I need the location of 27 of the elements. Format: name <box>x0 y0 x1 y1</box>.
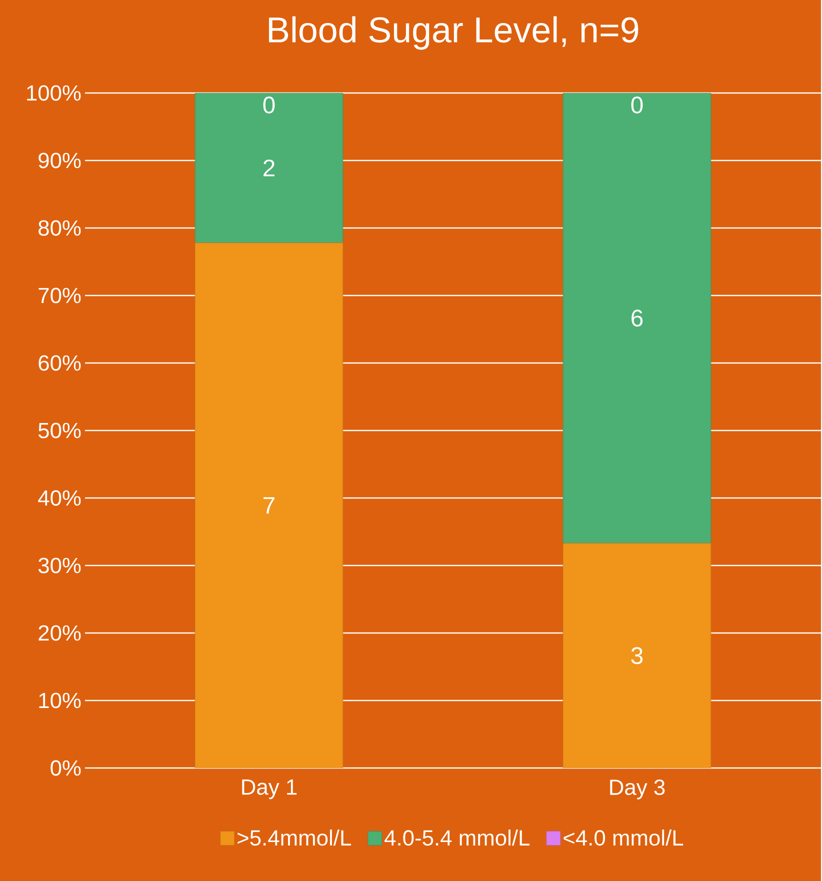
y-tick-label: 30% <box>38 558 81 574</box>
annotation: 6 <box>632 310 643 327</box>
y-tick-label: 90% <box>38 152 81 168</box>
legend-label: >5.4mmol/L <box>238 830 352 846</box>
y-tick-label: 40% <box>38 490 81 506</box>
y-tick-label: 0% <box>50 760 81 776</box>
annotation: 0 <box>263 96 275 114</box>
y-tick-label: 20% <box>38 625 81 641</box>
legend-label: 4.0-5.4 mmol/L <box>384 830 530 846</box>
y-tick-label: 50% <box>38 422 81 438</box>
chart-title: Blood Sugar Level, n=9 <box>269 16 638 50</box>
y-tick-label: 60% <box>38 355 81 371</box>
bar <box>563 543 712 768</box>
x-tick-label: Day 3 <box>610 780 665 800</box>
x-tick-label: Day 1 <box>242 780 297 800</box>
y-tick-label: 100% <box>27 85 81 101</box>
legend-label: <4.0 mmol/L <box>564 830 684 846</box>
y-tick-label: 70% <box>38 288 81 304</box>
bar <box>195 242 344 768</box>
bar <box>195 92 344 244</box>
annotation: 3 <box>631 647 643 664</box>
annotation: 0 <box>631 96 643 114</box>
annotation: 7 <box>264 497 275 514</box>
y-tick-label: 80% <box>38 220 81 236</box>
annotation: 2 <box>264 160 275 176</box>
bar <box>563 92 712 544</box>
y-tick-label: 10% <box>39 692 81 708</box>
